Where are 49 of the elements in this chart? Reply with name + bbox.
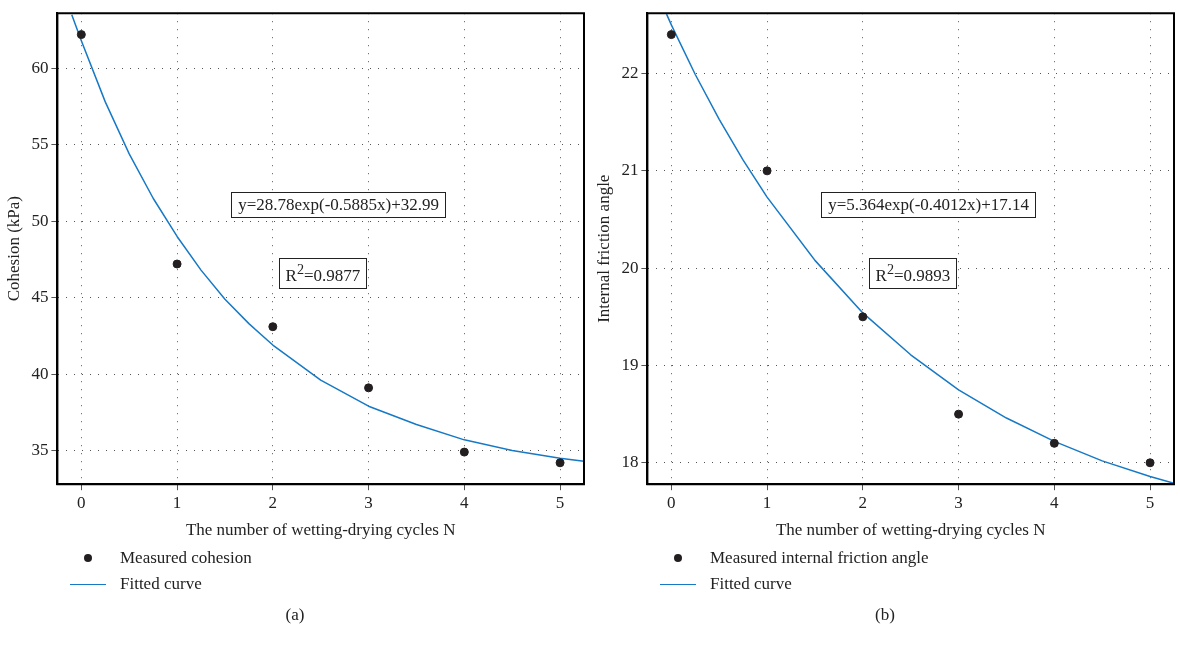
- point: [555, 458, 565, 468]
- text: (b): [874, 605, 896, 625]
- y-tick-label: 20: [621, 257, 639, 277]
- point: [954, 409, 964, 419]
- y-tick-label: 21: [621, 160, 639, 180]
- y-tick-label: 50: [31, 210, 49, 230]
- point: [459, 447, 469, 457]
- x-tick-label: 5: [555, 492, 565, 512]
- x-tick-label: 1: [172, 492, 182, 512]
- y-tick-label: 60: [31, 57, 49, 77]
- x-tick-label: 4: [1050, 492, 1060, 512]
- legend-label: Measured cohesion: [120, 547, 252, 569]
- point: [666, 30, 676, 40]
- y-tick-label: 40: [31, 363, 49, 383]
- x-tick-label: 2: [858, 492, 868, 512]
- legend-label: Fitted curve: [710, 573, 792, 595]
- legend-label: Measured internal friction angle: [710, 547, 929, 569]
- y-axis-title: Internal friction angle: [593, 174, 613, 323]
- point: [858, 312, 868, 322]
- point: [76, 30, 86, 40]
- y-tick-label: 18: [621, 452, 639, 472]
- x-tick-label: 3: [364, 492, 373, 512]
- y-tick-label: 19: [621, 354, 639, 374]
- annotation: y=28.78exp(-0.5885x)+32.99: [231, 192, 447, 219]
- text: (a): [284, 605, 306, 625]
- point: [268, 322, 278, 332]
- legend-label: Fitted curve: [120, 573, 202, 595]
- x-axis-title: The number of wetting-drying cycles N: [185, 520, 456, 540]
- y-tick-label: 35: [31, 440, 49, 460]
- annotation: y=5.364exp(-0.4012x)+17.14: [821, 192, 1037, 219]
- x-tick-label: 1: [762, 492, 772, 512]
- x-tick-label: 3: [954, 492, 963, 512]
- point: [172, 259, 182, 269]
- point: [762, 166, 772, 176]
- annotation: R$^{2}$=0.9893: [868, 258, 958, 289]
- y-tick-label: 45: [31, 287, 49, 307]
- x-tick-label: 2: [268, 492, 278, 512]
- x-tick-label: 0: [667, 492, 676, 512]
- y-tick-label: 22: [621, 63, 639, 82]
- point: [1049, 438, 1059, 448]
- x-tick-label: 0: [77, 492, 86, 512]
- y-tick-label: 55: [31, 134, 49, 154]
- x-axis-title: The number of wetting-drying cycles N: [775, 520, 1046, 540]
- point: [1145, 458, 1155, 468]
- point: [364, 383, 374, 393]
- annotation: R$^{2}$=0.9877: [278, 258, 368, 289]
- x-tick-label: 5: [1145, 492, 1155, 512]
- x-tick-label: 4: [460, 492, 470, 512]
- y-axis-title: Cohesion (kPa): [3, 196, 23, 302]
